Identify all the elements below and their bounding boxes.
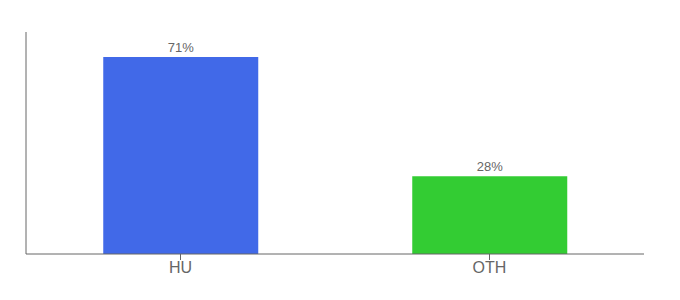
svg-text:HU: HU: [169, 259, 192, 276]
svg-text:OTH: OTH: [473, 259, 507, 276]
svg-text:28%: 28%: [477, 159, 503, 174]
svg-text:71%: 71%: [168, 40, 194, 55]
